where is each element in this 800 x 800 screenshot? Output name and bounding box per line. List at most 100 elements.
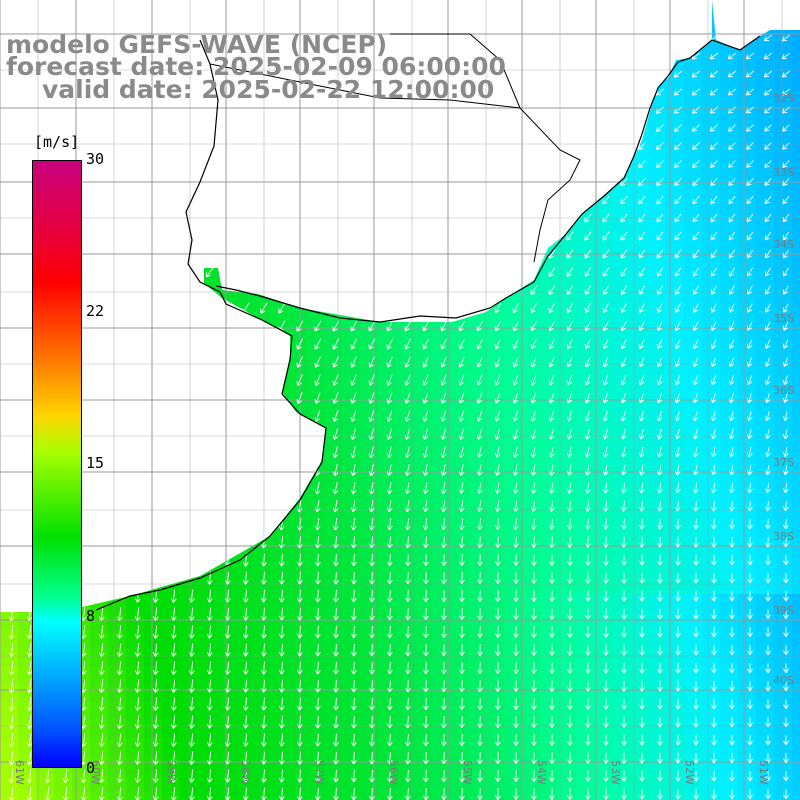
wind-arrow (657, 662, 663, 674)
wind-arrow (387, 679, 393, 693)
wind-arrow (747, 536, 753, 548)
wind-arrow (242, 733, 249, 747)
wind-arrow (314, 320, 322, 332)
wind-arrow (386, 320, 394, 332)
wind-arrow (674, 195, 682, 205)
wind-arrow (711, 716, 717, 728)
wind-arrow (548, 338, 555, 350)
wind-arrow (296, 697, 303, 711)
wind-arrow (531, 554, 537, 566)
wind-arrow (728, 447, 735, 458)
wind-arrow (530, 356, 537, 368)
wind-arrow (260, 697, 267, 711)
wind-arrow (476, 518, 483, 530)
wind-arrow (709, 106, 718, 114)
wind-arrow (783, 591, 789, 602)
wind-arrow (242, 769, 249, 783)
wind-arrow (710, 285, 717, 295)
wind-arrow (333, 715, 339, 729)
wind-arrow (513, 788, 519, 800)
lon-label: 54W (535, 760, 548, 785)
wind-arrow (585, 536, 591, 548)
wind-arrow (656, 446, 663, 458)
wind-arrow (404, 697, 411, 711)
wind-arrow (26, 769, 33, 784)
wind-arrow (242, 751, 249, 765)
wind-arrow (458, 464, 465, 476)
wind-arrow (621, 680, 627, 692)
wind-arrow (566, 464, 573, 476)
lat-label: 36S (773, 384, 794, 397)
wind-arrow (404, 518, 411, 531)
wind-arrow (782, 375, 789, 385)
wind-arrow (332, 392, 339, 404)
wind-arrow (530, 464, 537, 476)
wind-arrow (657, 698, 663, 710)
wind-arrow (692, 428, 699, 440)
wind-arrow (387, 787, 393, 800)
wind-arrow (657, 590, 663, 602)
wind-arrow (404, 410, 411, 422)
wind-arrow (603, 626, 609, 638)
wind-arrow (513, 752, 519, 764)
wind-arrow (692, 231, 700, 241)
wind-arrow (368, 446, 375, 459)
wind-arrow (242, 553, 249, 567)
wind-arrow (44, 787, 51, 800)
wind-arrow (333, 679, 339, 693)
wind-arrow (188, 625, 195, 639)
wind-arrow (691, 88, 701, 96)
wind-arrow (134, 769, 141, 783)
wind-arrow (26, 679, 33, 694)
wind-arrow (602, 249, 610, 259)
wind-arrow (351, 553, 357, 567)
wind-arrow (603, 680, 609, 692)
wind-arrow (621, 734, 627, 746)
wind-arrow (260, 589, 267, 603)
wind-arrow (603, 734, 609, 746)
wind-arrow (459, 590, 465, 603)
wind-arrow (711, 770, 717, 782)
wind-arrow (674, 321, 681, 331)
wind-arrow (206, 679, 213, 693)
wind-arrow (711, 734, 717, 746)
wind-arrow (206, 661, 213, 675)
lat-label: 37S (773, 456, 794, 469)
wind-arrow (764, 142, 772, 150)
wind-arrow (782, 267, 789, 277)
wind-arrow (350, 535, 357, 549)
wind-arrow (332, 320, 340, 332)
wind-arrow (567, 536, 573, 548)
colorbar (32, 160, 82, 768)
wind-arrow (476, 464, 483, 476)
wind-arrow (351, 769, 357, 783)
wind-arrow (188, 661, 195, 675)
wind-arrow (709, 70, 719, 78)
wind-arrow (333, 553, 339, 567)
wind-arrow (116, 661, 123, 675)
wind-arrow (423, 572, 429, 585)
wind-arrow (764, 393, 771, 404)
wind-arrow (656, 249, 664, 259)
wind-arrow (765, 645, 771, 656)
wind-arrow (278, 589, 285, 603)
wind-arrow (603, 662, 609, 674)
wind-arrow (693, 536, 699, 548)
wind-arrow (26, 625, 33, 640)
wind-arrow (602, 500, 609, 512)
wind-arrow (620, 518, 627, 530)
wind-arrow (693, 608, 699, 620)
wind-arrow (8, 643, 15, 658)
wind-arrow (440, 446, 447, 458)
wind-arrow (764, 429, 771, 440)
wind-arrow (620, 303, 627, 313)
wind-arrow (763, 34, 772, 42)
wind-arrow (638, 392, 645, 404)
wind-arrow (333, 661, 339, 675)
wind-arrow (746, 231, 754, 241)
wind-arrow (655, 106, 665, 114)
wind-arrow (747, 518, 753, 530)
wind-arrow (584, 285, 592, 295)
wind-arrow (387, 590, 393, 603)
